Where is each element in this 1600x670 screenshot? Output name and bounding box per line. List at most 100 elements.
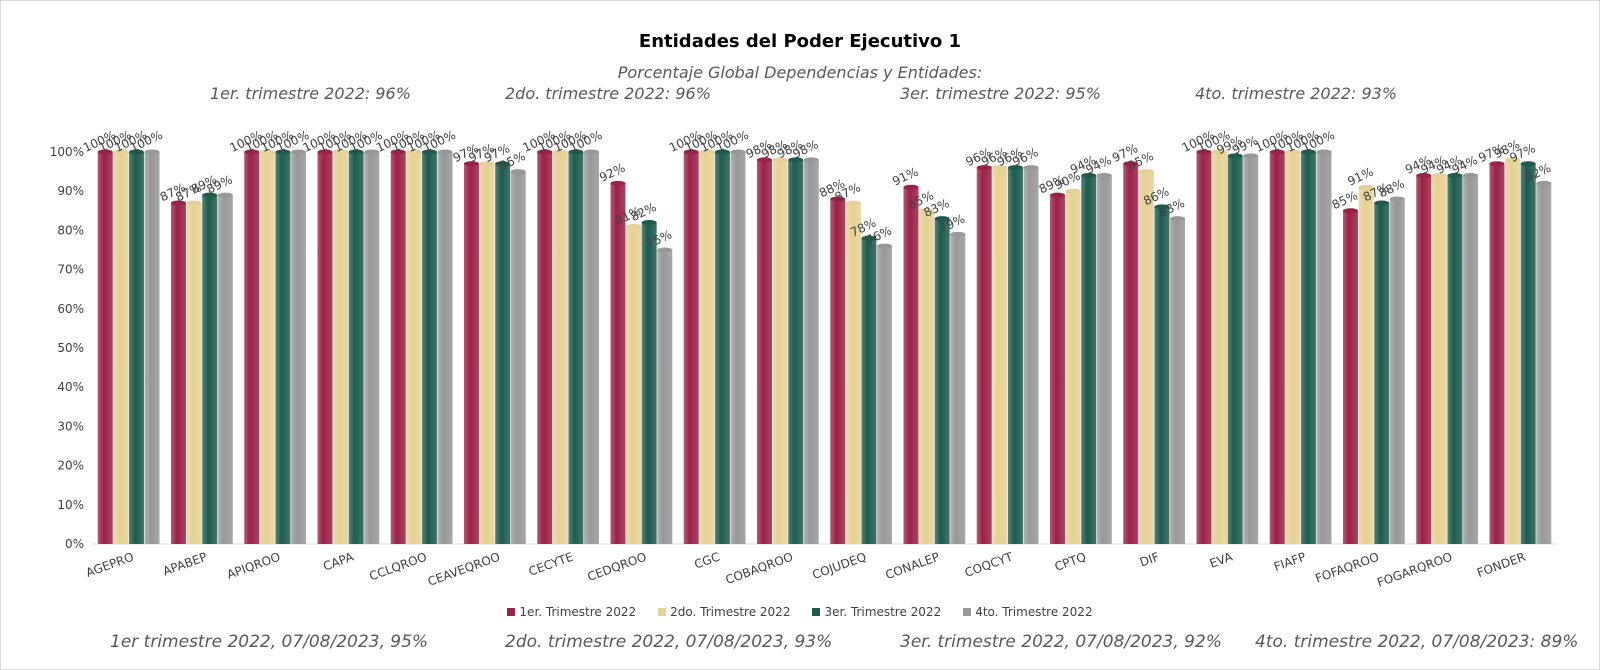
x-tick-label: COBAQROO bbox=[724, 550, 795, 587]
footer-note-2: 2do. trimestre 2022, 07/08/2023, 93% bbox=[505, 632, 833, 652]
bar-cgc-q4 bbox=[730, 152, 746, 544]
footer-note-1: 1er trimestre 2022, 07/08/2023, 95% bbox=[110, 632, 429, 652]
data-label: 85% bbox=[1330, 188, 1360, 212]
bar-capa-q4 bbox=[364, 152, 380, 544]
bar-cap bbox=[1374, 200, 1390, 206]
bar-cap bbox=[1300, 149, 1316, 155]
chart-subtitle: Porcentaje Global Dependencias y Entidad… bbox=[617, 63, 983, 82]
bar-agepro-q4 bbox=[144, 152, 160, 544]
x-tick-label: CEDQROO bbox=[585, 550, 648, 584]
y-tick-label: 100% bbox=[50, 145, 84, 159]
bar-fonder-q4 bbox=[1536, 183, 1552, 545]
bar-conalep-q2 bbox=[919, 210, 935, 545]
legend-label-q4: 4to. Trimestre 2022 bbox=[975, 605, 1093, 619]
bar-conalep-q3 bbox=[934, 218, 950, 544]
data-label: 92% bbox=[597, 161, 627, 185]
bar-cobaqroo-q3 bbox=[788, 159, 804, 544]
bar-cap bbox=[861, 235, 877, 241]
bar-cap bbox=[495, 161, 511, 167]
bar-agepro-q3 bbox=[128, 152, 144, 544]
bar-ceaveqroo-q2 bbox=[479, 163, 495, 544]
bar-cptq-q3 bbox=[1081, 175, 1097, 544]
bar-cptq-q1 bbox=[1049, 195, 1065, 544]
legend-item-q2: 2do. Trimestre 2022 bbox=[658, 605, 790, 619]
bar-eva-q2 bbox=[1212, 152, 1228, 544]
bar-cap bbox=[992, 165, 1008, 171]
bar-cap bbox=[683, 149, 699, 155]
bar-cap bbox=[1196, 149, 1212, 155]
bar-cap bbox=[1316, 149, 1332, 155]
bar-cgc-q2 bbox=[699, 152, 715, 544]
bar-cap bbox=[1431, 173, 1447, 179]
bar-apiqroo-q4 bbox=[291, 152, 307, 544]
bar-cap bbox=[333, 149, 349, 155]
y-tick-label: 10% bbox=[57, 498, 84, 512]
bar-cap bbox=[348, 149, 364, 155]
chart-title: Entidades del Poder Ejecutivo 1 bbox=[638, 31, 962, 52]
bar-cap bbox=[1049, 192, 1065, 198]
bar-dif-q2 bbox=[1138, 171, 1154, 544]
bar-cap bbox=[259, 149, 275, 155]
bar-cap bbox=[772, 157, 788, 163]
x-tick-label: FOGARQROO bbox=[1375, 550, 1454, 590]
bar-cap bbox=[657, 247, 673, 253]
data-label: 88% bbox=[1377, 176, 1407, 200]
bar-capa-q3 bbox=[348, 152, 364, 544]
x-tick-label: COJUDEQ bbox=[810, 550, 868, 582]
bar-dif-q1 bbox=[1123, 163, 1139, 544]
bar-cap bbox=[1416, 173, 1432, 179]
bar-cap bbox=[845, 200, 861, 206]
bar-fonder-q2 bbox=[1505, 159, 1521, 544]
legend-item-q3: 3er. Trimestre 2022 bbox=[812, 605, 941, 619]
bar-cecyte-q3 bbox=[568, 152, 584, 544]
x-tick-label: FOFAQROO bbox=[1313, 550, 1381, 586]
bar-cap bbox=[128, 149, 144, 155]
bar-cap bbox=[1520, 161, 1536, 167]
bar-cedqroo-q3 bbox=[641, 222, 657, 544]
bar-cap bbox=[1081, 173, 1097, 179]
bar-cedqroo-q2 bbox=[626, 226, 642, 545]
bar-eva-q1 bbox=[1196, 152, 1212, 544]
x-tick-label: CCLQROO bbox=[367, 550, 428, 584]
bar-cap bbox=[903, 184, 919, 190]
bar-cap bbox=[934, 216, 950, 222]
bar-cap bbox=[406, 149, 422, 155]
bar-dif-q4 bbox=[1170, 218, 1186, 544]
y-tick-label: 20% bbox=[57, 459, 84, 473]
bar-cecyte-q4 bbox=[584, 152, 600, 544]
bar-cap bbox=[552, 149, 568, 155]
bar-cap bbox=[714, 149, 730, 155]
bar-cap bbox=[626, 223, 642, 229]
bar-cedqroo-q4 bbox=[657, 250, 673, 544]
bar-eva-q4 bbox=[1243, 155, 1259, 545]
bar-ceaveqroo-q4 bbox=[510, 171, 526, 544]
bar-cgc-q3 bbox=[714, 152, 730, 544]
bar-cap bbox=[803, 157, 819, 163]
x-tick-label: CECYTE bbox=[527, 550, 575, 579]
legend-swatch-q3 bbox=[812, 608, 821, 616]
bar-cclqroo-q3 bbox=[421, 152, 437, 544]
bar-cap bbox=[919, 208, 935, 214]
bar-cptq-q2 bbox=[1065, 191, 1081, 544]
x-tick-label: EVA bbox=[1208, 549, 1235, 570]
bar-fiafp-q4 bbox=[1316, 152, 1332, 544]
data-label: 91% bbox=[890, 165, 920, 189]
bar-cap bbox=[1154, 204, 1170, 210]
bar-cobaqroo-q2 bbox=[772, 159, 788, 544]
bar-coqcyt-q4 bbox=[1023, 167, 1039, 544]
data-label: 91% bbox=[1345, 165, 1375, 189]
bar-fofaqroo-q2 bbox=[1358, 187, 1374, 544]
bar-cap bbox=[202, 192, 218, 198]
x-tick-label: CGC bbox=[692, 550, 721, 572]
legend-item-q1: 1er. Trimestre 2022 bbox=[507, 605, 636, 619]
legend-label-q3: 3er. Trimestre 2022 bbox=[824, 605, 942, 619]
bar-capa-q1 bbox=[317, 152, 333, 544]
bar-cap bbox=[1389, 196, 1405, 202]
bar-cap bbox=[568, 149, 584, 155]
footer-note-3: 3er. trimestre 2022, 07/08/2023, 92% bbox=[900, 632, 1222, 652]
bar-cap bbox=[1536, 180, 1552, 186]
bar-cap bbox=[275, 149, 291, 155]
bar-cap bbox=[217, 192, 233, 198]
bar-fonder-q3 bbox=[1520, 163, 1536, 544]
